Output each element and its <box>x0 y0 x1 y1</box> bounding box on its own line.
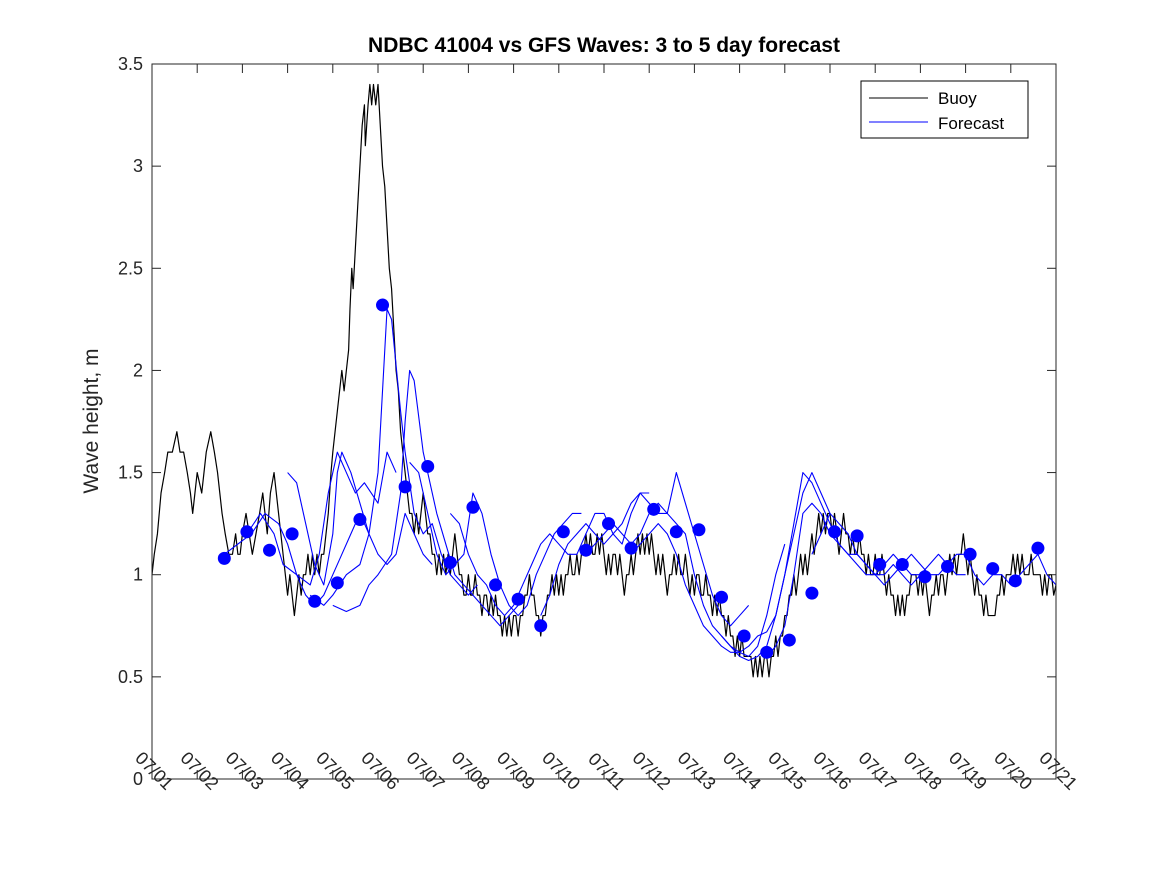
forecast-marker-13 <box>511 592 525 606</box>
forecast-marker-1 <box>240 525 254 539</box>
forecast-marker-6 <box>353 513 367 527</box>
y-tick-label: 0.5 <box>118 667 143 687</box>
legend-buoy-label: Buoy <box>938 89 977 108</box>
y-axis-label: Wave height, m <box>80 348 103 493</box>
plot-inner <box>152 83 1056 678</box>
forecast-marker-11 <box>466 500 480 514</box>
forecast-marker-20 <box>669 525 683 539</box>
plot-area <box>152 83 1056 678</box>
forecast-marker-21 <box>692 523 706 537</box>
forecast-marker-15 <box>556 525 570 539</box>
forecast-series-line-11 <box>721 472 921 662</box>
forecast-marker-14 <box>534 619 548 633</box>
forecast-marker-12 <box>489 578 503 592</box>
forecast-marker-10 <box>443 555 457 569</box>
buoy-series-line <box>152 83 1056 678</box>
y-tick-label: 2 <box>133 360 143 380</box>
forecast-marker-34 <box>986 562 1000 576</box>
forecast-series-line-10 <box>630 472 831 653</box>
forecast-marker-22 <box>715 590 729 604</box>
y-tick-label: 3.5 <box>118 54 143 74</box>
y-tick-label: 2.5 <box>118 258 143 278</box>
chart-title: NDBC 41004 vs GFS Waves: 3 to 5 day fore… <box>368 34 840 57</box>
legend-forecast-label: Forecast <box>938 114 1004 133</box>
y-tick-label: 3 <box>133 156 143 176</box>
forecast-marker-25 <box>782 633 796 647</box>
forecast-marker-19 <box>647 502 661 516</box>
forecast-marker-30 <box>895 558 909 571</box>
forecast-marker-7 <box>376 298 390 312</box>
forecast-marker-33 <box>963 547 977 561</box>
forecast-marker-18 <box>624 541 638 555</box>
y-tick-label: 1 <box>133 565 143 585</box>
legend-box <box>860 80 1029 139</box>
forecast-marker-3 <box>285 527 299 541</box>
legend: Buoy Forecast <box>860 80 1029 139</box>
forecast-marker-5 <box>330 576 344 590</box>
forecast-marker-35 <box>1008 574 1022 588</box>
y-tick-label: 0 <box>133 769 143 789</box>
forecast-marker-29 <box>873 558 887 571</box>
forecast-series-line-9 <box>585 502 786 657</box>
forecast-series-line-12 <box>766 502 966 657</box>
forecast-marker-31 <box>918 570 932 584</box>
forecast-marker-17 <box>602 517 616 531</box>
y-tick-label: 1.5 <box>118 463 143 483</box>
forecast-marker-8 <box>398 480 412 494</box>
forecast-marker-27 <box>828 525 842 539</box>
forecast-marker-16 <box>579 543 593 557</box>
forecast-marker-24 <box>760 645 774 659</box>
forecast-marker-23 <box>737 629 751 643</box>
forecast-marker-4 <box>308 594 322 608</box>
forecast-series-line-2 <box>246 451 397 586</box>
forecast-marker-0 <box>217 551 231 565</box>
forecast-marker-28 <box>850 529 864 543</box>
forecast-marker-26 <box>805 586 819 600</box>
forecast-series-line-1 <box>223 512 370 606</box>
forecast-marker-32 <box>941 560 955 574</box>
forecast-marker-2 <box>263 543 277 557</box>
forecast-series-line-8 <box>540 472 750 627</box>
forecast-series-line-7 <box>449 492 650 617</box>
forecast-series-line-3 <box>287 451 433 586</box>
forecast-marker-9 <box>421 459 435 473</box>
forecast-marker-36 <box>1031 541 1045 555</box>
